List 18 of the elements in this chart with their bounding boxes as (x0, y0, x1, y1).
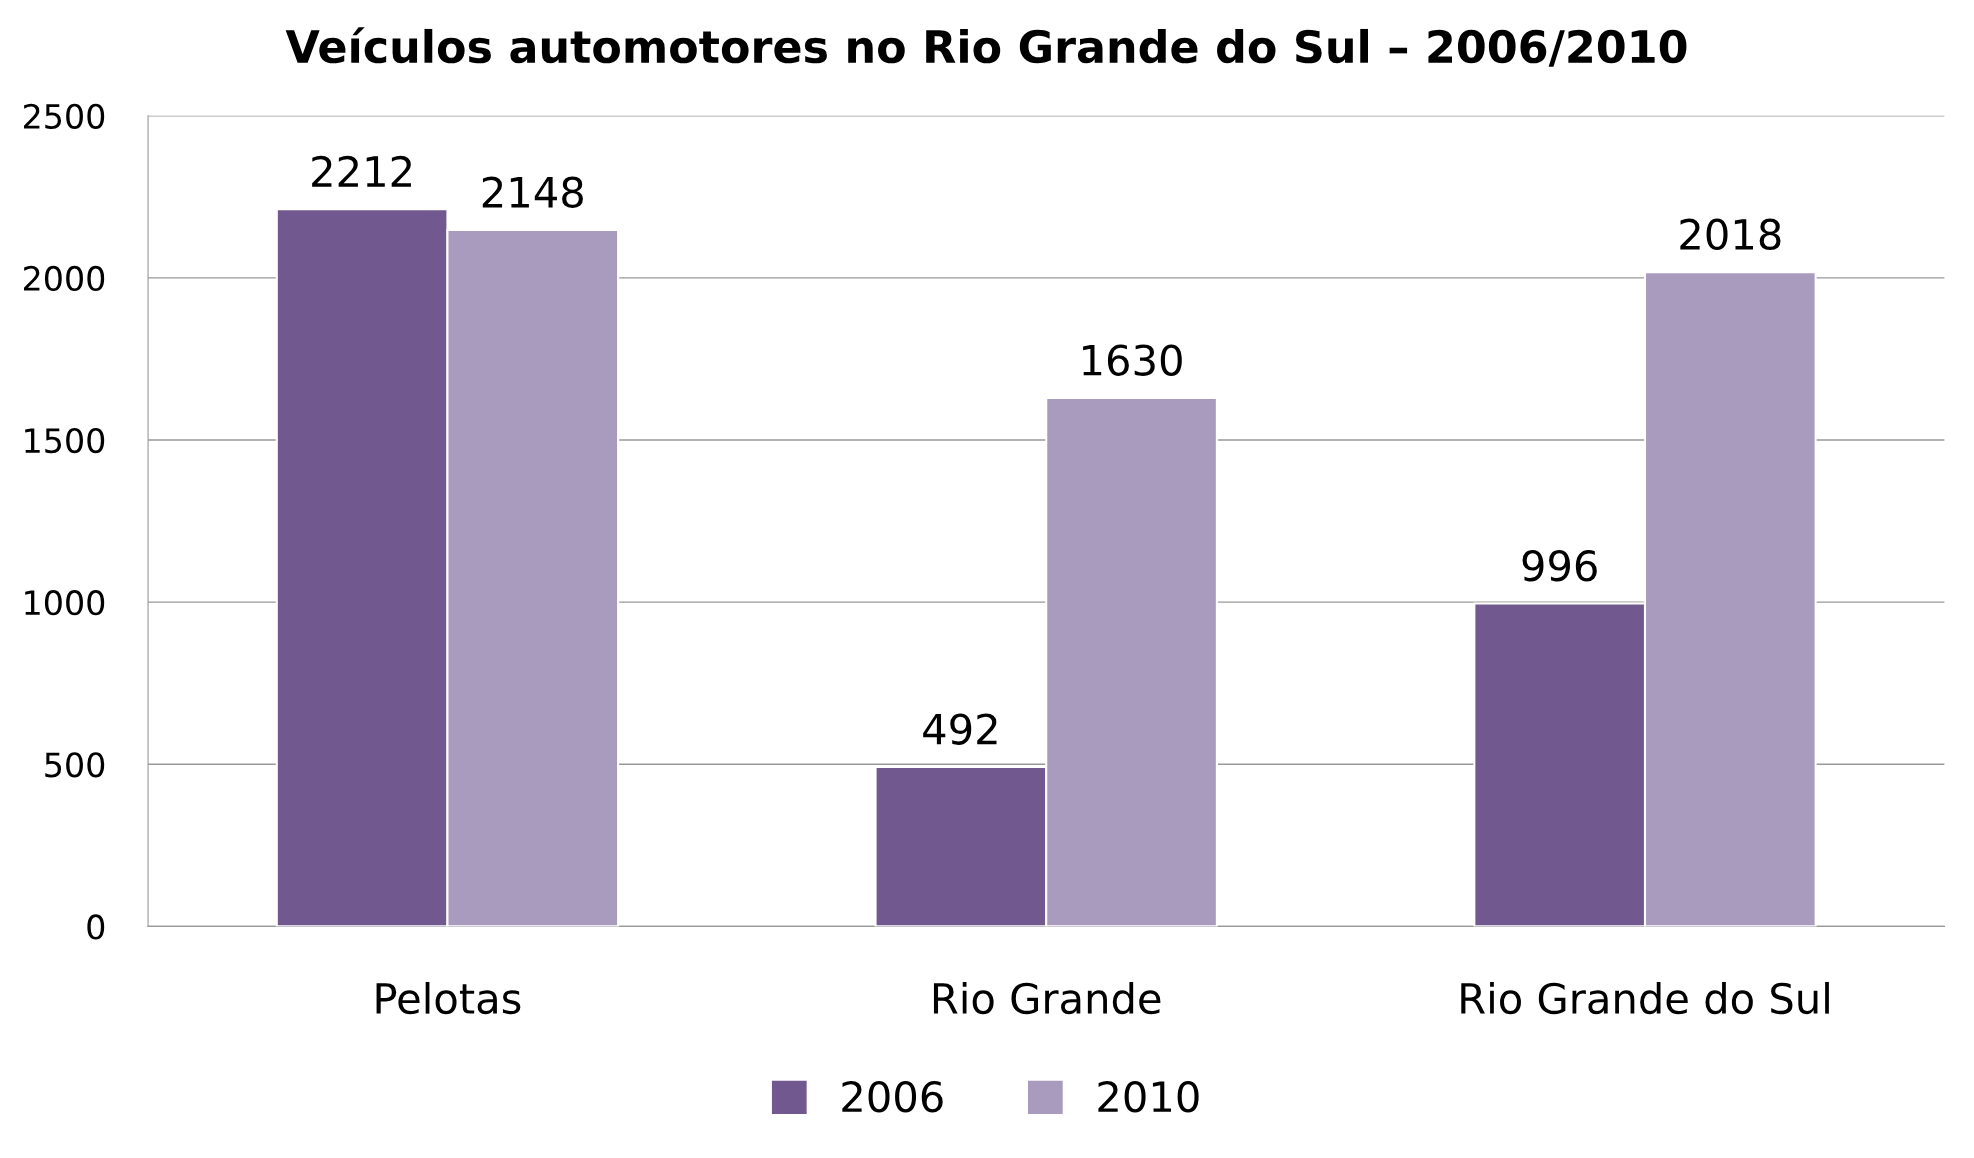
legend-label: 2006 (842, 1080, 943, 1113)
data-label: 2212 (312, 155, 411, 187)
y-tick-label: 1500 (25, 427, 105, 454)
y-tick-label: 2000 (23, 265, 105, 292)
data-label: 2148 (482, 176, 583, 208)
y-tick-label: 500 (45, 752, 105, 778)
y-tick-label: 1000 (25, 590, 105, 616)
legend-label: 2010 (1098, 1080, 1199, 1113)
data-label: 996 (1522, 549, 1597, 582)
data-label: 492 (923, 713, 997, 745)
x-tick-label: Pelotas (376, 981, 521, 1015)
y-tick-label: 0 (87, 914, 105, 940)
chart-title: Veículos automotores no Rio Grande do Sul – 2006/2010 (285, 27, 1687, 67)
x-tick-label: Rio Grande (933, 981, 1161, 1015)
data-label: 2018 (1680, 218, 1781, 251)
data-label: 1630 (1083, 344, 1182, 376)
x-tick-label: Rio Grande do Sul (1461, 981, 1829, 1015)
y-tick-label: 2500 (23, 103, 105, 129)
